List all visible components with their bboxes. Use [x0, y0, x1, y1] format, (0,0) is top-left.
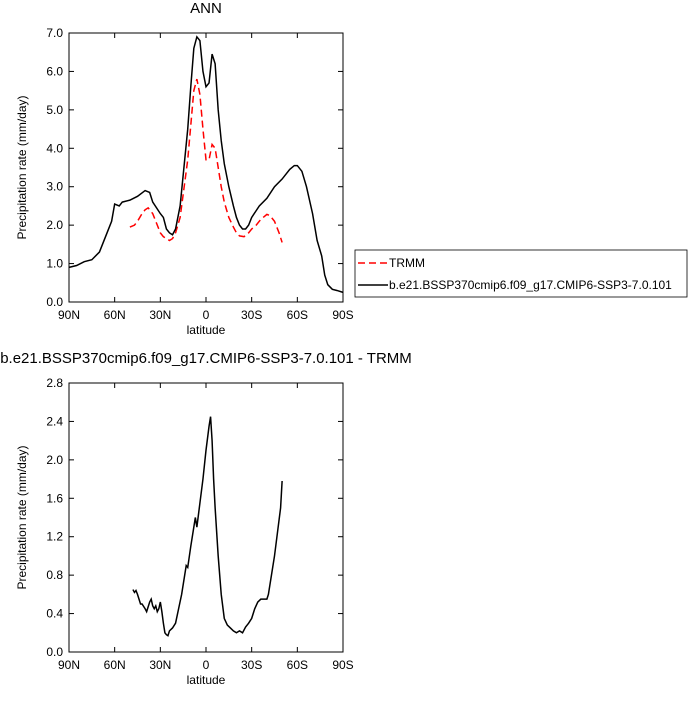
- y-tick-label: 7.0: [46, 26, 63, 40]
- plot-frame: [68, 382, 344, 653]
- chart-title: ANN: [190, 0, 222, 17]
- x-tick-label: 60S: [287, 308, 308, 322]
- chart-title: b.e21.BSSP370cmip6.f09_g17.CMIP6-SSP3-7.…: [0, 350, 412, 367]
- y-axis-label: Precipitation rate (mm/day): [15, 95, 29, 239]
- y-tick-label: 2.0: [46, 218, 63, 232]
- y-axis-label: Precipitation rate (mm/day): [15, 445, 29, 589]
- x-tick-label: 30S: [241, 308, 262, 322]
- data-line: [129, 78, 283, 243]
- chart: b.e21.BSSP370cmip6.f09_g17.CMIP6-SSP3-7.…: [0, 350, 412, 687]
- y-tick-label: 5.0: [46, 103, 63, 117]
- y-tick-label: 3.0: [46, 180, 63, 194]
- x-tick-label: 90N: [58, 658, 80, 672]
- y-tick-label: 2.8: [46, 376, 63, 390]
- x-tick-label: 30N: [149, 658, 171, 672]
- x-tick-label: 90N: [58, 308, 80, 322]
- plot-frame: [68, 32, 344, 303]
- y-tick-label: 1.6: [46, 491, 63, 505]
- y-tick-label: 2.0: [46, 453, 63, 467]
- x-tick-label: 0: [203, 308, 210, 322]
- legend-label: TRMM: [389, 256, 425, 270]
- y-tick-label: 0.4: [46, 607, 63, 621]
- y-tick-label: 0.0: [46, 645, 63, 659]
- x-tick-label: 30S: [241, 658, 262, 672]
- y-tick-label: 0.0: [46, 295, 63, 309]
- y-tick-label: 4.0: [46, 141, 63, 155]
- x-axis-label: latitude: [187, 673, 226, 687]
- y-tick-label: 0.8: [46, 568, 63, 582]
- y-tick-label: 1.0: [46, 257, 63, 271]
- chart: ANN latitude Precipitation rate (mm/day) 90…: [15, 0, 688, 337]
- x-tick-label: 90S: [332, 308, 353, 322]
- legend-box: [354, 249, 688, 298]
- y-tick-label: 2.4: [46, 414, 63, 428]
- data-line: [68, 35, 344, 294]
- x-tick-label: 90S: [332, 658, 353, 672]
- data-line: [132, 416, 283, 637]
- x-tick-label: 60N: [104, 658, 126, 672]
- y-tick-label: 6.0: [46, 64, 63, 78]
- x-axis-label: latitude: [187, 323, 226, 337]
- x-tick-label: 60S: [287, 658, 308, 672]
- x-tick-label: 60N: [104, 308, 126, 322]
- y-tick-label: 1.2: [46, 530, 63, 544]
- x-tick-label: 0: [203, 658, 210, 672]
- legend-label: b.e21.BSSP370cmip6.f09_g17.CMIP6-SSP3-7.…: [389, 278, 672, 292]
- x-tick-label: 30N: [149, 308, 171, 322]
